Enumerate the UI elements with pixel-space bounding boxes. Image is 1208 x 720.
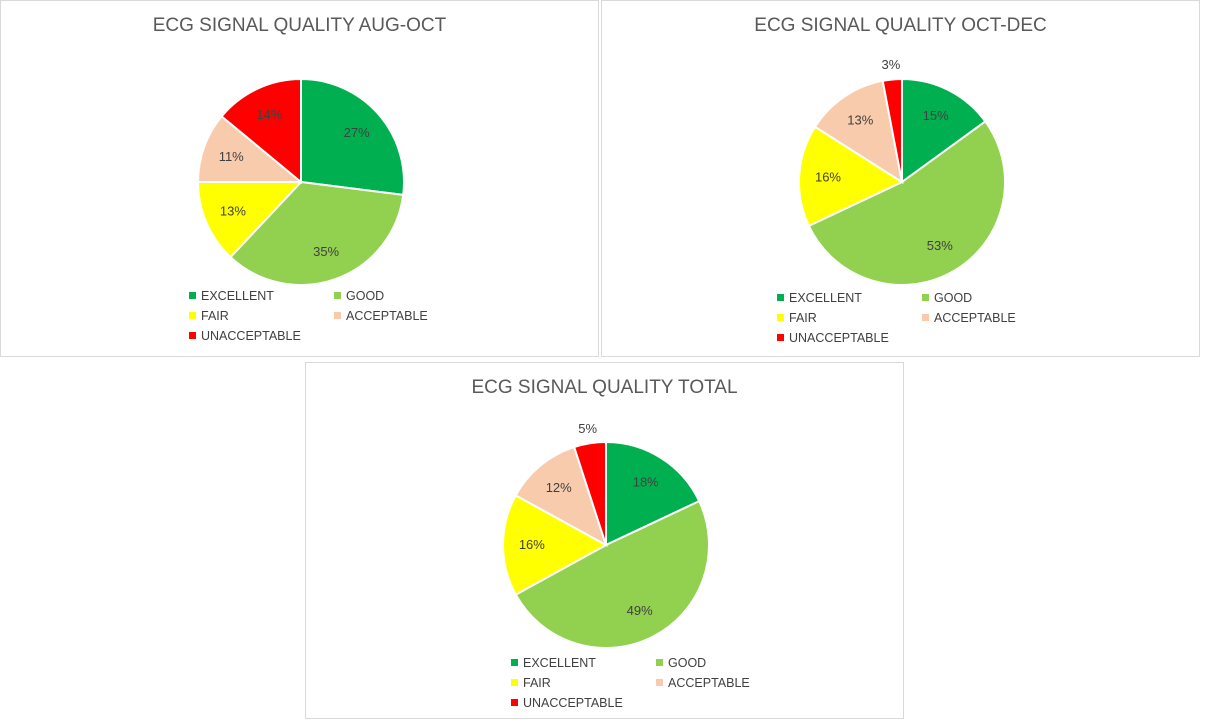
- pie-slice-acceptable: [196, 114, 304, 183]
- legend-label: FAIR: [789, 311, 817, 325]
- legend-label: GOOD: [668, 656, 707, 670]
- pie-oct-dec: 15% 53% 16% 13% 3%: [798, 57, 1006, 286]
- chart-aug-oct: 27% 35% 13% 11% 14% ECG SIGNAL QUALITY AUG-O…: [0, 0, 599, 357]
- pie-slice-good: [229, 180, 405, 286]
- legend-item-excellent: EXCELLENT: [189, 289, 274, 303]
- data-label: 49%: [627, 603, 653, 618]
- legend-label: UNACCEPTABLE: [789, 331, 889, 345]
- pie-slice-fair: [798, 125, 905, 228]
- legend-label: EXCELLENT: [523, 656, 596, 670]
- data-label: 18%: [633, 474, 659, 489]
- legend-label: EXCELLENT: [201, 289, 274, 303]
- legend-label: UNACCEPTABLE: [523, 696, 623, 710]
- legend-swatch: [511, 659, 518, 666]
- legend-label: GOOD: [934, 291, 973, 305]
- legend-swatch: [189, 312, 196, 319]
- data-label: 5%: [578, 421, 597, 436]
- data-label: 15%: [923, 108, 949, 123]
- legend-label: FAIR: [523, 676, 551, 690]
- legend-item-fair: FAIR: [189, 309, 229, 323]
- pie-slice-acceptable: [813, 79, 904, 185]
- legend-swatch: [334, 312, 341, 319]
- legend-item-good: GOOD: [922, 291, 972, 305]
- legend-swatch: [334, 292, 341, 299]
- legend-swatch: [656, 679, 663, 686]
- legend-swatch: [777, 334, 784, 341]
- legend-label: ACCEPTABLE: [934, 311, 1016, 325]
- legend-item-acceptable: ACCEPTABLE: [922, 311, 1016, 325]
- data-label: 14%: [256, 107, 282, 122]
- legend-item-excellent: EXCELLENT: [777, 291, 862, 305]
- pie-slice-good: [514, 499, 710, 649]
- pie-slice-excellent: [300, 77, 405, 197]
- legend-label: GOOD: [346, 289, 385, 303]
- data-label: 11%: [219, 149, 244, 164]
- legend-swatch: [511, 699, 518, 706]
- pie-slice-unacceptable: [572, 440, 607, 546]
- legend-swatch: [511, 679, 518, 686]
- pie-slice-fair: [196, 181, 304, 259]
- chart-total: 18% 49% 16% 12% 5% ECG SIGNAL QUALITY TOTAL …: [305, 362, 904, 719]
- legend-label: EXCELLENT: [789, 291, 862, 305]
- pie-slice-fair: [502, 494, 609, 596]
- legend-item-fair: FAIR: [777, 311, 817, 325]
- legend-label: UNACCEPTABLE: [201, 329, 301, 343]
- legend-item-unacceptable: UNACCEPTABLE: [189, 329, 301, 343]
- data-label: 27%: [344, 125, 370, 140]
- legend-item-acceptable: ACCEPTABLE: [334, 309, 428, 323]
- data-label: 13%: [220, 203, 246, 218]
- legend-swatch: [189, 292, 196, 299]
- pie-slice-excellent: [605, 440, 701, 547]
- legend-label: ACCEPTABLE: [668, 676, 750, 690]
- legend-label: FAIR: [201, 309, 229, 323]
- legend-item-good: GOOD: [656, 656, 706, 670]
- chart-title: ECG SIGNAL QUALITY OCT-DEC: [754, 15, 1047, 36]
- legend-swatch: [656, 659, 663, 666]
- data-label: 16%: [519, 537, 545, 552]
- chart-title: ECG SIGNAL QUALITY TOTAL: [471, 377, 738, 398]
- legend-item-acceptable: ACCEPTABLE: [656, 676, 750, 690]
- pie-total: 18% 49% 16% 12% 5%: [502, 421, 710, 649]
- legend-item-fair: FAIR: [511, 676, 551, 690]
- chart-oct-dec: 15% 53% 16% 13% 3% ECG SIGNAL QUALITY OCT-DE…: [601, 0, 1200, 357]
- data-label: 35%: [313, 244, 339, 259]
- legend-label: ACCEPTABLE: [346, 309, 428, 323]
- legend-item-unacceptable: UNACCEPTABLE: [511, 696, 623, 710]
- data-label: 16%: [815, 169, 841, 184]
- chart-title: ECG SIGNAL QUALITY AUG-OCT: [152, 15, 447, 36]
- legend-item-excellent: EXCELLENT: [511, 656, 596, 670]
- data-label: 13%: [847, 113, 873, 128]
- legend-swatch: [189, 332, 196, 339]
- legend-swatch: [777, 314, 784, 321]
- legend-swatch: [922, 294, 929, 301]
- legend-item-good: GOOD: [334, 289, 384, 303]
- legend-swatch: [922, 314, 929, 321]
- pie-slice-good: [807, 120, 1006, 286]
- legend-item-unacceptable: UNACCEPTABLE: [777, 331, 889, 345]
- data-label: 12%: [546, 480, 572, 495]
- pie-slice-unacceptable: [220, 77, 302, 185]
- pie-slice-unacceptable: [881, 77, 903, 183]
- pie-slice-acceptable: [514, 445, 608, 548]
- legend-swatch: [777, 294, 784, 301]
- data-label: 3%: [882, 57, 901, 72]
- pie-aug-oct: 27% 35% 13% 11% 14%: [196, 77, 405, 286]
- data-label: 53%: [927, 238, 953, 253]
- pie-slice-excellent: [901, 77, 987, 184]
